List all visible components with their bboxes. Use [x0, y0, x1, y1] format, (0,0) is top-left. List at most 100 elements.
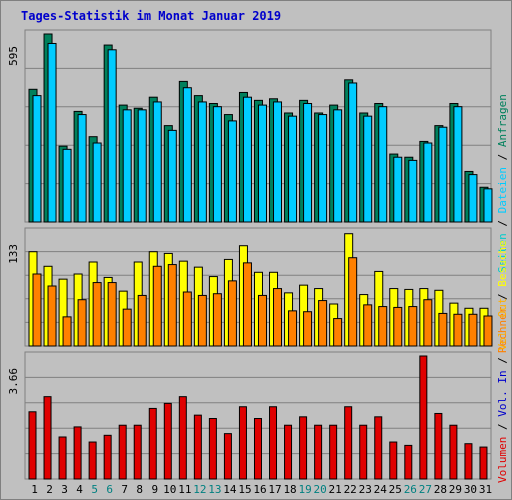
bar-rechner-12 [197, 294, 207, 347]
bar-dateien-2 [47, 42, 57, 223]
bar-volumen-9 [148, 407, 157, 480]
bar-dateien-7 [122, 109, 132, 223]
y-max-label: 3.66 [7, 368, 20, 395]
bar-volumen-13 [208, 418, 217, 480]
legend-vol-in: Vol. In [496, 370, 509, 416]
y-max-label: 133 [7, 244, 20, 264]
bar-dateien-13 [212, 106, 222, 223]
bar-dateien-28 [438, 126, 448, 223]
bar-dateien-23 [363, 115, 373, 223]
bar-volumen-25 [389, 441, 398, 480]
x-tick-label: 16 [253, 483, 266, 496]
bar-rechner-15 [242, 262, 252, 347]
bar-rechner-11 [182, 291, 192, 347]
x-tick-label: 25 [389, 483, 402, 496]
bar-volumen-10 [163, 402, 172, 480]
bar-dateien-16 [257, 104, 267, 223]
x-tick-label: 12 [193, 483, 206, 496]
right-legend: Rechner / Besuche [496, 240, 509, 353]
bar-dateien-15 [242, 96, 252, 223]
bar-volumen-12 [193, 414, 202, 480]
bar-rechner-19 [303, 311, 313, 347]
x-tick-label: 26 [404, 483, 417, 496]
legend-volumen: Volumen [496, 437, 509, 483]
x-tick-label: 17 [268, 483, 281, 496]
bar-rechner-13 [212, 293, 222, 347]
legend-separator: / [496, 417, 509, 437]
x-tick-label: 30 [464, 483, 477, 496]
x-tick-label: 23 [359, 483, 372, 496]
bar-rechner-28 [438, 312, 448, 347]
bar-dateien-27 [423, 142, 433, 223]
bar-rechner-23 [363, 304, 373, 347]
y-max-label: 595 [7, 46, 20, 66]
bar-volumen-5 [88, 441, 97, 480]
bar-dateien-8 [137, 109, 147, 223]
bar-volumen-24 [374, 416, 383, 480]
bar-volumen-28 [434, 412, 443, 480]
legend-seiten: Seiten [496, 233, 509, 273]
legend-separator: / [496, 147, 509, 167]
x-tick-label: 6 [106, 483, 113, 496]
bar-rechner-4 [77, 299, 87, 347]
bar-volumen-22 [344, 406, 353, 480]
bar-rechner-10 [167, 264, 177, 347]
bar-dateien-19 [303, 103, 313, 223]
bar-volumen-23 [359, 424, 368, 480]
bar-rechner-8 [137, 294, 147, 347]
bar-rechner-17 [273, 288, 283, 347]
bar-dateien-4 [77, 114, 87, 223]
bar-dateien-25 [393, 156, 403, 223]
bar-volumen-1 [28, 411, 37, 480]
bar-volumen-17 [269, 406, 278, 480]
bar-rechner-14 [227, 280, 237, 347]
x-tick-label: 15 [238, 483, 251, 496]
bar-dateien-21 [333, 109, 343, 223]
bar-volumen-11 [178, 396, 187, 480]
bar-dateien-31 [483, 188, 493, 223]
bar-volumen-21 [329, 424, 338, 480]
legend-besuche: Besuche [496, 240, 509, 286]
bar-volumen-29 [449, 424, 458, 480]
bar-volumen-6 [103, 434, 112, 480]
bar-volumen-3 [58, 436, 67, 480]
bar-volumen-15 [238, 406, 247, 480]
right-legend: Seiten / Dateien / Anfragen [496, 94, 509, 273]
x-tick-label: 3 [61, 483, 68, 496]
x-tick-label: 10 [163, 483, 176, 496]
bar-rechner-20 [318, 300, 328, 347]
x-tick-label: 27 [419, 483, 432, 496]
legend-anfragen: Anfragen [496, 94, 509, 147]
x-tick-label: 29 [449, 483, 462, 496]
x-tick-label: 22 [344, 483, 357, 496]
bar-dateien-17 [273, 101, 283, 223]
bar-rechner-24 [378, 306, 388, 347]
bar-dateien-20 [318, 114, 328, 223]
x-tick-label: 14 [223, 483, 237, 496]
x-tick-label: 7 [121, 483, 128, 496]
bar-rechner-30 [468, 313, 478, 347]
x-tick-label: 28 [434, 483, 447, 496]
bar-rechner-2 [47, 285, 57, 347]
bar-volumen-4 [73, 426, 82, 480]
bar-rechner-22 [348, 257, 358, 347]
legend-separator: / [496, 351, 509, 371]
x-tick-label: 24 [374, 483, 388, 496]
bar-dateien-26 [408, 159, 418, 223]
x-tick-label: 13 [208, 483, 221, 496]
bar-volumen-14 [223, 433, 232, 480]
bar-rechner-1 [32, 273, 42, 347]
bar-dateien-3 [62, 148, 72, 223]
bar-rechner-6 [107, 282, 117, 347]
right-legend: Volumen / Vol. In / Vol. Out [496, 298, 509, 483]
x-tick-label: 19 [298, 483, 311, 496]
bar-rechner-7 [122, 308, 132, 347]
bar-rechner-26 [408, 306, 418, 347]
legend-vol-out: Vol. Out [496, 298, 509, 351]
bar-volumen-30 [464, 443, 473, 480]
x-tick-label: 1 [31, 483, 38, 496]
bar-rechner-31 [483, 315, 493, 347]
x-tick-label: 31 [479, 483, 492, 496]
